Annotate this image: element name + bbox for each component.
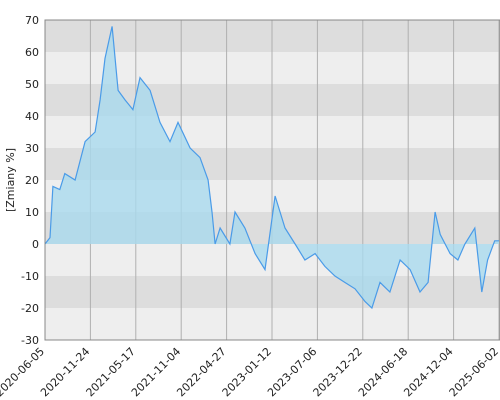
y-tick-label: 60: [25, 46, 39, 59]
area: [45, 26, 499, 309]
y-axis-label: [Zmiany %]: [4, 148, 17, 212]
y-tick-label: -10: [21, 270, 39, 283]
y-tick-label: 30: [25, 142, 39, 155]
y-tick-label: 10: [25, 206, 39, 219]
plot-border: [44, 19, 500, 341]
line: [44, 26, 499, 310]
y-tick-label: -30: [21, 334, 39, 347]
y-tick-label: 40: [25, 110, 39, 123]
y-tick-label: 70: [25, 14, 39, 27]
y-tick-label: 20: [25, 174, 39, 187]
y-tick-label: 50: [25, 78, 39, 91]
y-tick-label: -20: [21, 302, 39, 315]
x-tick-label: 2025-06-02: [447, 345, 500, 399]
y-tick-label: 0: [32, 238, 39, 251]
